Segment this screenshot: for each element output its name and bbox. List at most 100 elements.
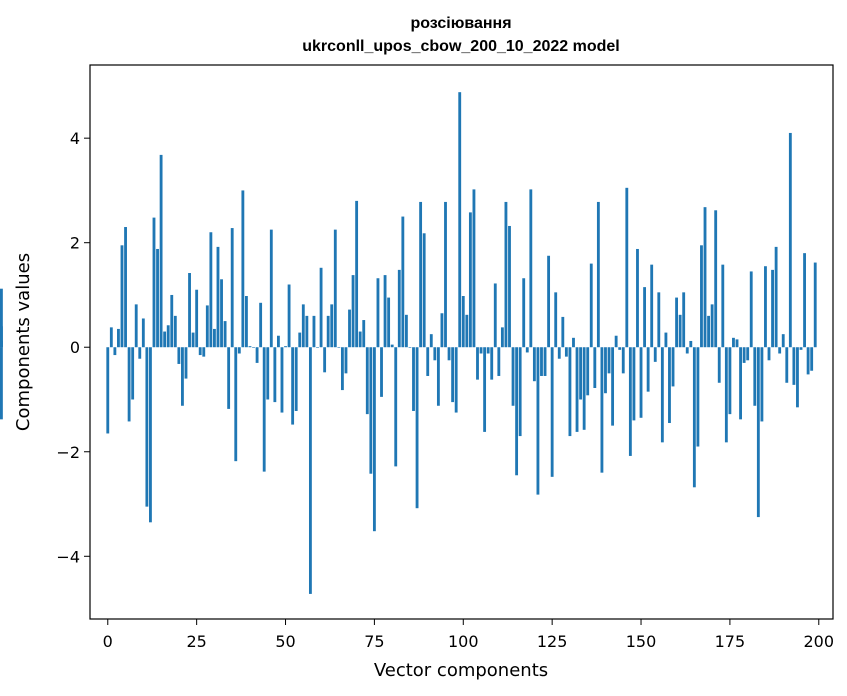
bar-component-11: [145, 347, 149, 507]
bar-component-8: [134, 304, 138, 348]
bar-component-81: [394, 347, 398, 467]
bar-component-180: [746, 347, 750, 361]
bar-component-28: [205, 305, 209, 348]
bar-component-79: [387, 297, 391, 348]
bar-component-39: [244, 296, 248, 348]
bar-component-145: [621, 347, 625, 374]
bar-component-122: [540, 347, 543, 376]
bar-component-189: [778, 347, 782, 354]
bar-component-117: [522, 278, 526, 348]
bar-component-12: [149, 347, 152, 523]
bar-component-undefined: [0, 340, 3, 348]
bar-component-61: [323, 347, 327, 373]
bar-component-177: [735, 339, 739, 348]
bar-component-107: [486, 347, 490, 354]
bar-component-94: [440, 313, 444, 348]
bar-component-91: [429, 334, 433, 348]
bar-component-26: [198, 347, 202, 356]
bar-component-120: [532, 347, 536, 382]
bar-component-65: [337, 347, 341, 348]
bar-component-137: [593, 347, 597, 388]
bar-component-14: [156, 248, 159, 348]
bar-component-40: [248, 346, 252, 348]
bar-component-52: [291, 347, 295, 425]
bar-component-21: [181, 347, 184, 406]
bar-component-90: [426, 347, 430, 376]
bar-component-46: [269, 229, 273, 348]
bar-component-198: [810, 347, 814, 371]
bar-component-56: [305, 315, 309, 348]
bar-component-108: [490, 347, 494, 380]
bar-component-111: [500, 327, 504, 348]
bar-component-160: [675, 297, 679, 348]
y-axis-label: Components values: [13, 253, 34, 431]
bar-component-148: [632, 347, 636, 421]
bar-component-178: [739, 347, 742, 420]
bar-component-187: [771, 269, 774, 348]
bar-component-24: [191, 332, 195, 348]
bar-component-161: [678, 314, 682, 348]
bar-component-129: [564, 347, 568, 357]
bar-component-101: [465, 314, 469, 348]
x-tick-label: 25: [186, 632, 206, 651]
chart-title: розсіювання: [410, 15, 511, 32]
bar-component-121: [536, 347, 540, 495]
bar-component-54: [298, 332, 302, 348]
bar-component-152: [646, 347, 650, 392]
bar-component-106: [483, 347, 487, 432]
bar-component-72: [362, 320, 366, 348]
bar-component-109: [493, 283, 497, 348]
bar-component-112: [504, 201, 508, 348]
bar-component-98: [454, 347, 458, 413]
bar-component-114: [511, 347, 515, 406]
bar-component-124: [547, 255, 551, 348]
bar-component-159: [671, 347, 675, 387]
bar-component-60: [319, 267, 323, 348]
x-tick-label: 100: [448, 632, 479, 651]
bar-component-123: [543, 347, 547, 376]
bar-component-186: [767, 347, 771, 361]
bar-component-102: [468, 212, 472, 348]
bar-component-179: [742, 347, 746, 363]
bar-component-103: [472, 189, 476, 348]
bar-component-196: [803, 253, 806, 348]
bar-component-165: [692, 347, 696, 488]
bar-component-70: [355, 200, 359, 348]
bar-component-147: [628, 347, 632, 456]
bar-component-141: [607, 347, 611, 374]
bar-component-105: [479, 347, 483, 354]
x-tick-label: 0: [103, 632, 113, 651]
bar-component-41: [252, 347, 255, 348]
x-axis-label: Vector components: [374, 660, 548, 681]
bar-component-194: [796, 347, 799, 408]
bar-component-50: [284, 346, 287, 348]
bar-component-31: [216, 246, 220, 348]
bar-component-23: [188, 273, 191, 348]
bar-component-191: [785, 347, 789, 383]
y-tick-label: 0: [70, 338, 80, 357]
bar-component-32: [220, 279, 223, 348]
bar-component-176: [732, 337, 735, 348]
bar-component-86: [412, 347, 415, 411]
bar-component-164: [689, 340, 693, 348]
bar-component-88: [419, 201, 423, 348]
bar-component-59: [316, 347, 319, 348]
bars-group: [0, 92, 817, 594]
bar-component-168: [703, 207, 707, 348]
bar-component-118: [525, 347, 529, 353]
bar-component-192: [788, 132, 792, 348]
bar-component-68: [348, 309, 351, 348]
bar-component-153: [650, 264, 654, 348]
bar-component-125: [550, 347, 554, 477]
bar-component-140: [604, 347, 607, 394]
bar-component-9: [138, 347, 142, 359]
bar-component-95: [444, 201, 447, 348]
bar-component-133: [579, 347, 583, 400]
bar-component-104: [476, 347, 479, 380]
bar-component-143: [614, 335, 618, 348]
bar-component-195: [799, 347, 803, 350]
bar-component-144: [618, 347, 622, 350]
bar-component-183: [756, 347, 760, 518]
bar-component-37: [237, 347, 241, 354]
